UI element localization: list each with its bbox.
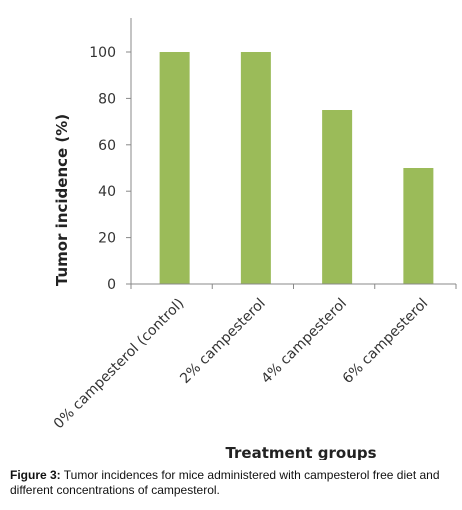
y-tick-label: 60: [98, 138, 116, 154]
category-label: 4% campesterol: [258, 296, 349, 387]
bar-chart: 0 20 40 60 80 100 0% campesterol (control)2% …: [51, 18, 457, 460]
caption-prefix: Figure 3:: [10, 468, 61, 482]
bar: [159, 52, 190, 284]
category-labels: 0% campesterol (control)2% campesterol4%…: [51, 296, 431, 433]
bar: [322, 110, 353, 284]
category-label: 6% campesterol: [340, 296, 431, 387]
x-axis-title: Treatment groups: [225, 444, 376, 460]
x-axis-ticks: [130, 284, 457, 289]
bar: [240, 52, 271, 284]
y-tick-label: 0: [107, 277, 116, 293]
caption-text: Tumor incidences for mice administered w…: [10, 468, 440, 497]
y-tick-label: 100: [89, 45, 116, 61]
category-label: 0% campesterol (control): [51, 296, 188, 433]
y-axis-title: Tumor incidence (%): [53, 114, 71, 286]
y-tick-label: 40: [98, 184, 116, 200]
y-tick-label: 20: [98, 231, 116, 247]
y-tick-label: 80: [98, 91, 116, 107]
figure-caption: Figure 3: Tumor incidences for mice admi…: [10, 468, 456, 498]
category-label: 2% campesterol: [177, 296, 268, 387]
y-axis-ticks: 0 20 40 60 80 100: [89, 45, 131, 293]
bar: [403, 168, 434, 284]
bars: [159, 52, 434, 284]
